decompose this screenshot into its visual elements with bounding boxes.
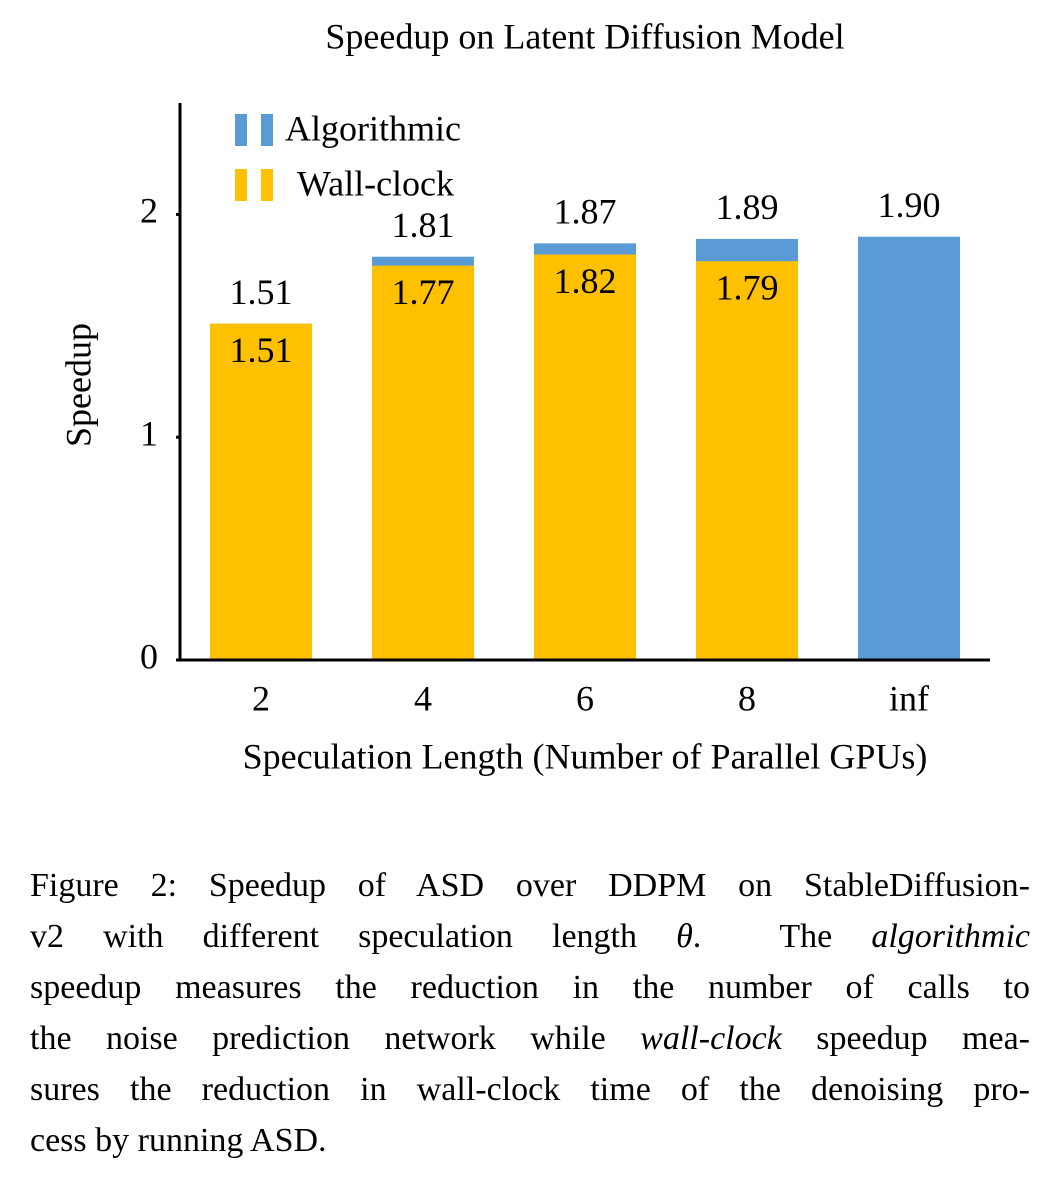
y-axis-label: Speedup	[58, 323, 98, 447]
value-label: 1.79	[716, 267, 779, 307]
value-label: 1.89	[716, 187, 779, 227]
chart-title: Speedup on Latent Diffusion Model	[325, 16, 844, 56]
caption-line: v2 with different speculation length θ. …	[30, 911, 1030, 962]
caption-text: sures the reduction in wall-clock time o…	[30, 1071, 1030, 1108]
caption-text: speedup measures the reduction in the nu…	[30, 969, 1030, 1006]
caption-text: wall-clock	[640, 1020, 782, 1057]
y-tick-label: 0	[140, 636, 158, 676]
legend-swatch	[261, 114, 273, 146]
y-tick-label: 2	[140, 191, 158, 231]
value-label: 1.51	[230, 272, 293, 312]
x-tick-label: 2	[252, 678, 270, 718]
value-label: 1.87	[554, 192, 617, 232]
legend-label: Algorithmic	[285, 108, 461, 148]
caption-line: cess by running ASD.	[30, 1115, 1030, 1166]
caption: Figure 2: Speedup of ASD over DDPM on St…	[30, 860, 1030, 1166]
x-axis-label: Speculation Length (Number of Parallel G…	[243, 736, 928, 776]
caption-text: the noise prediction network while	[30, 1020, 641, 1057]
caption-text: cess by running ASD.	[30, 1122, 327, 1159]
legend-label: Wall-clock	[297, 163, 454, 203]
caption-text: θ	[676, 918, 693, 955]
legend-swatch	[261, 169, 273, 201]
legend-swatch	[235, 114, 247, 146]
chart: Speedup on Latent Diffusion Model Specul…	[58, 16, 990, 776]
caption-text: v2 with different speculation length	[30, 918, 677, 955]
bar	[371, 265, 475, 660]
caption-line: the noise prediction network while wall-…	[30, 1013, 1030, 1064]
x-tick-label: 6	[576, 678, 594, 718]
value-label: 1.51	[230, 330, 293, 370]
caption-text: algorithmic	[871, 918, 1031, 955]
bar	[695, 261, 799, 660]
value-label: 1.82	[554, 261, 617, 301]
x-tick-label: 8	[738, 678, 756, 718]
caption-line: sures the reduction in wall-clock time o…	[30, 1064, 1030, 1115]
caption-text: . The	[692, 918, 872, 955]
bar	[857, 236, 961, 660]
legend-swatch	[235, 169, 247, 201]
caption-text: Figure 2: Speedup of ASD over DDPM on St…	[30, 867, 1030, 904]
value-label: 1.81	[392, 205, 455, 245]
bar	[209, 323, 313, 660]
value-label: 1.90	[878, 185, 941, 225]
y-tick-label: 1	[140, 413, 158, 453]
x-tick-label: inf	[889, 678, 929, 718]
caption-line: Figure 2: Speedup of ASD over DDPM on St…	[30, 860, 1030, 911]
value-label: 1.77	[392, 272, 455, 312]
caption-text: speedup mea-	[781, 1020, 1030, 1057]
caption-line: speedup measures the reduction in the nu…	[30, 962, 1030, 1013]
bar	[533, 254, 637, 660]
x-tick-label: 4	[414, 678, 432, 718]
